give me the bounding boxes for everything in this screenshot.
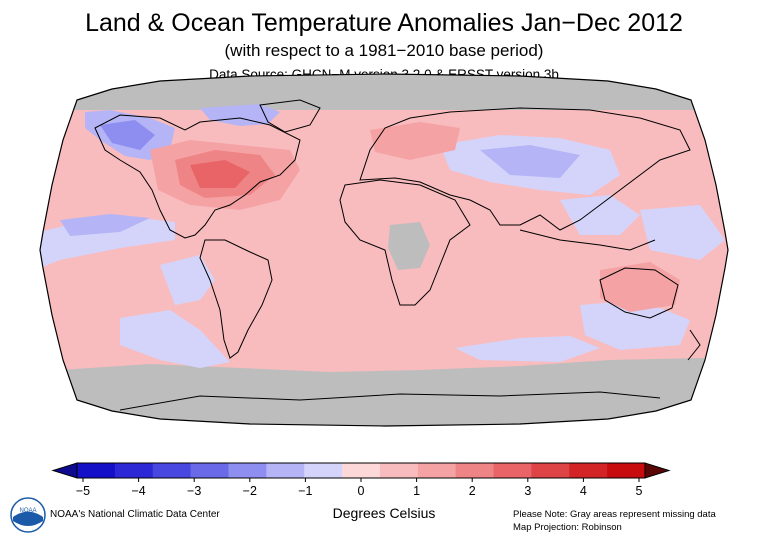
colorbar-tick-label: −5: [75, 484, 91, 498]
cool-west-pacific: [560, 195, 640, 235]
coast-australia: [599, 267, 679, 319]
colorbar-segment: [77, 463, 116, 478]
projection-note: Map Projection: Robinson: [513, 522, 622, 533]
colorbar-segment: [266, 463, 305, 478]
globe-outline: [39, 73, 729, 427]
warm-australia: [600, 262, 680, 312]
coast-new-zealand: [687, 329, 701, 361]
coast-north-america: [94, 114, 301, 239]
cool-central-pacific: [640, 205, 725, 260]
noaa-logo-icon: NOAA: [10, 497, 46, 533]
colorbar-tick-label: 4: [579, 484, 587, 498]
coast-eurasia: [359, 107, 691, 231]
colorbar-tick-label: −3: [187, 484, 202, 498]
colorbar-tick-label: −1: [298, 484, 313, 498]
coast-africa: [339, 179, 471, 306]
coast-south-america: [199, 239, 273, 359]
cool-east-pacific: [160, 255, 215, 305]
colorbar-segment: [493, 463, 532, 478]
hot-north-america: [190, 160, 250, 188]
colorbar-segment: [342, 463, 381, 478]
cool-south-indian: [455, 336, 600, 362]
colorbar-segment: [152, 463, 192, 478]
coast-greenland: [259, 99, 321, 133]
colorbar-segment: [417, 463, 457, 478]
colorbar-under-arrow: [51, 462, 78, 479]
missing-central-africa: [388, 222, 430, 270]
colorbar-tick-label: 5: [635, 484, 643, 498]
ncdc-credit: NOAA's National Climatic Data Center: [50, 509, 220, 520]
cool-pacific-patch: [60, 214, 150, 236]
colorbar-tick-label: 2: [468, 484, 476, 498]
colorbar-tick-label: −2: [242, 484, 257, 498]
map-subtitle: (with respect to a 1981−2010 base period…: [224, 41, 544, 60]
colorbar-segment: [455, 463, 495, 478]
colorbar-segment: [607, 463, 646, 478]
colorbar-segment: [531, 463, 570, 478]
colorbar-segment: [190, 463, 229, 478]
colorbar-over-arrow: [644, 462, 671, 479]
colorbar-segment: [379, 463, 419, 478]
map-title: Land & Ocean Temperature Anomalies Jan−D…: [85, 9, 683, 37]
anomaly-field: [40, 74, 728, 426]
colorbar-ticks: [82, 478, 640, 482]
colorbar-tick-label: −4: [131, 484, 146, 498]
cold-siberia: [480, 145, 580, 178]
colorbar-segment: [114, 463, 154, 478]
missing-data-note: Please Note: Gray areas represent missin…: [513, 509, 716, 520]
coast-antarctica: [119, 391, 661, 411]
cool-south-pacific: [120, 310, 230, 368]
colorbar-tick-label: 0: [357, 484, 365, 498]
colorbar-segment: [228, 463, 267, 478]
units-label: Degrees Celsius: [332, 505, 436, 521]
coastlines: [94, 99, 701, 411]
warm-europe: [370, 122, 460, 160]
missing-antarctic: [40, 358, 728, 426]
colorbar-segment: [569, 463, 608, 478]
map-note: Please Note: Gray areas represent missin…: [513, 508, 716, 534]
cold-alaska: [100, 120, 155, 150]
logo-text: NOAA: [19, 508, 36, 514]
colorbar-segments: [76, 462, 646, 479]
coast-indonesia: [519, 229, 656, 251]
colorbar-segment: [304, 463, 343, 478]
colorbar-tick-label: 1: [413, 484, 421, 498]
colorbar-tick-label: 3: [524, 484, 532, 498]
